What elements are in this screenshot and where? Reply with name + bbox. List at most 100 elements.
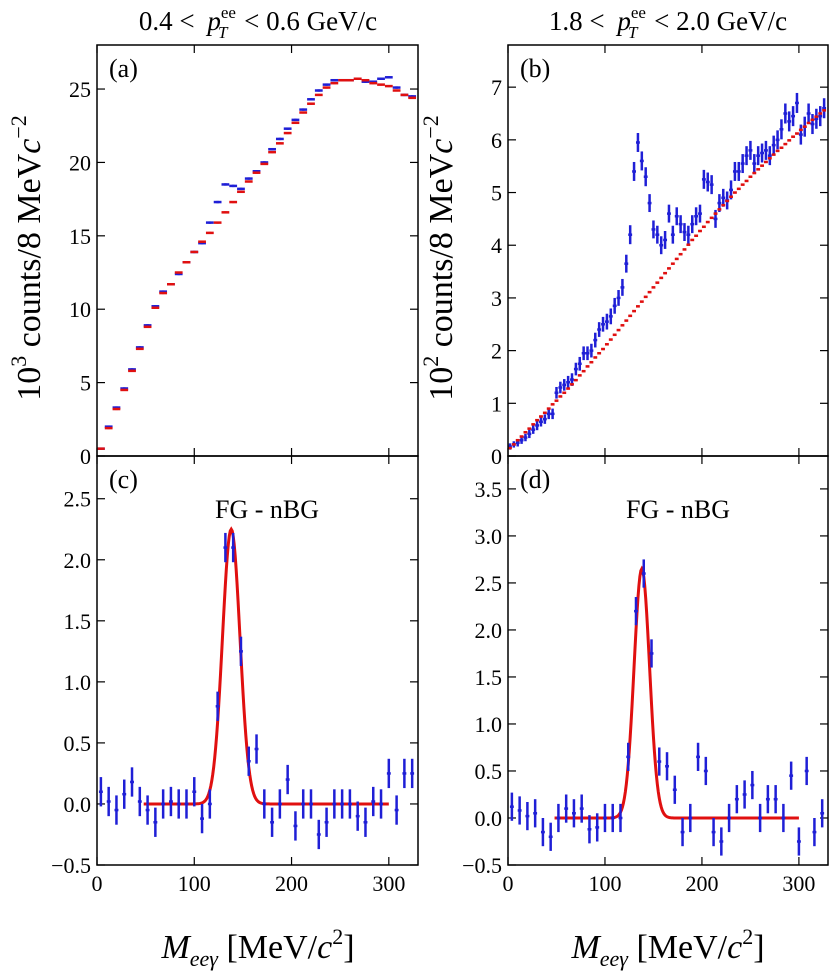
y-tick-label: 0 [80, 444, 91, 469]
fit-curve [554, 565, 799, 820]
data-point [275, 137, 284, 141]
data-point [252, 171, 261, 174]
data-point [192, 777, 197, 807]
data-point [577, 374, 582, 377]
data-point [760, 164, 764, 167]
x-tick-label: 100 [178, 871, 211, 896]
data-point [736, 187, 741, 191]
data-point [554, 399, 559, 402]
data-point [589, 343, 594, 358]
data-point [161, 789, 166, 819]
data-point [122, 779, 127, 809]
data-point [756, 168, 761, 171]
data-point [740, 183, 745, 186]
data-point [270, 807, 275, 837]
y-tick-label: 0.5 [64, 731, 92, 756]
data-point [517, 796, 522, 825]
data-point [783, 142, 788, 146]
data-point [732, 191, 737, 194]
series-fg-nbg [98, 532, 415, 850]
data-point [725, 199, 730, 203]
data-point [277, 789, 282, 819]
x-tick-label: 0 [503, 871, 514, 896]
data-point [260, 162, 269, 166]
data-point [674, 207, 679, 226]
data-point [309, 789, 313, 819]
panel-c: −0.5 0.0 0.5 1.0 1.5 2.0 2.5 0 100 200 300 (c) FG - … [51, 455, 419, 896]
y-tick-label: 25 [69, 77, 91, 102]
data-point [531, 423, 536, 426]
data-point [686, 243, 691, 246]
y-tick-label: 2.0 [64, 548, 92, 573]
data-point [779, 146, 784, 149]
data-point [539, 417, 543, 427]
data-point [539, 415, 543, 418]
data-point [670, 262, 675, 265]
data-point [604, 313, 609, 330]
data-point [783, 103, 788, 124]
data-point [643, 295, 648, 299]
data-point [727, 803, 732, 833]
data-point [632, 309, 636, 313]
data-point [550, 403, 555, 406]
data-point [299, 108, 308, 111]
data-point [814, 115, 819, 118]
y-tick-label: 3 [491, 286, 502, 311]
data-point [634, 597, 638, 626]
series-nbg [508, 109, 827, 450]
data-point [678, 215, 683, 234]
data-point [802, 125, 807, 128]
data-point [231, 532, 236, 563]
y-tick-label: 20 [69, 150, 91, 175]
data-point [682, 223, 687, 242]
y-tick-label: 0.0 [64, 792, 92, 817]
data-point [558, 381, 563, 394]
y-tick-label: 2 [491, 339, 502, 364]
data-point [620, 324, 625, 327]
data-point [262, 789, 267, 819]
data-point [651, 286, 656, 289]
data-point [316, 819, 321, 850]
data-point [229, 184, 238, 188]
data-point [690, 215, 695, 234]
y-tick-label: 3.5 [475, 477, 503, 502]
data-point [593, 356, 598, 359]
y-tick-label: 1.5 [64, 609, 92, 634]
data-point [205, 231, 214, 235]
data-point [597, 352, 602, 355]
data-point [244, 177, 253, 180]
data-point [672, 775, 677, 804]
data-point [556, 803, 561, 833]
data-point [120, 388, 129, 392]
data-point [244, 180, 253, 183]
data-point [729, 195, 733, 199]
data-point [347, 789, 352, 819]
data-point [742, 780, 747, 809]
column-title-left: 0.4 < pee T < 0.6 GeV/c [139, 3, 377, 44]
data-point [213, 200, 222, 204]
y-tick-label: 1.0 [475, 712, 503, 737]
data-point [659, 236, 664, 255]
data-point [643, 167, 648, 187]
data-point [562, 391, 567, 395]
data-point [665, 752, 669, 781]
data-point [254, 734, 259, 764]
data-point [678, 252, 683, 256]
data-point [361, 78, 370, 82]
data-point [128, 369, 136, 373]
data-point [346, 78, 354, 82]
data-point [379, 789, 383, 819]
data-point [223, 532, 228, 563]
data-point [369, 81, 378, 85]
data-point [682, 248, 687, 251]
data-point [581, 346, 586, 361]
y-tick-label: 0 [491, 444, 502, 469]
y-tick-label: 1.0 [64, 670, 92, 695]
y-tick-label: 6 [491, 128, 502, 153]
series-fg [97, 76, 417, 450]
data-point [97, 447, 105, 450]
data-point [386, 758, 391, 789]
data-point [796, 827, 801, 856]
data-point [655, 225, 660, 244]
data-point [353, 77, 362, 81]
